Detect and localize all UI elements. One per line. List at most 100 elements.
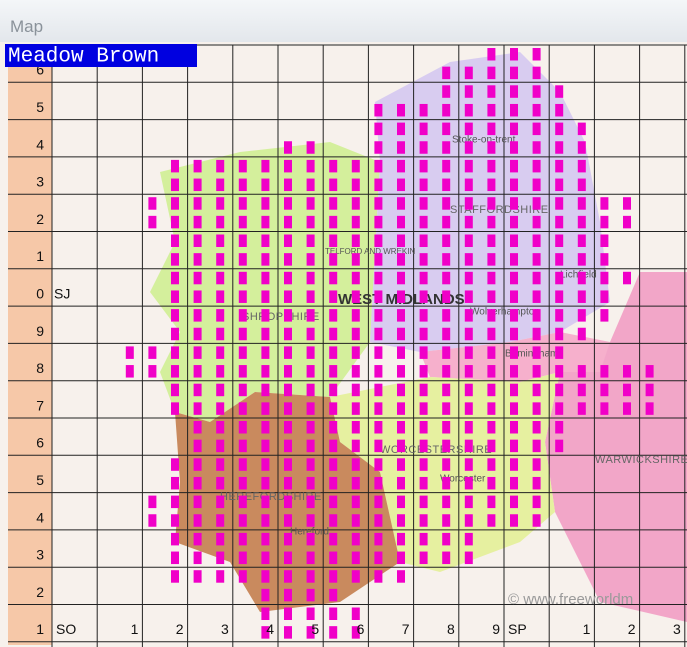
record-dot — [216, 215, 225, 229]
record-dot — [487, 290, 496, 303]
record-dot — [238, 439, 247, 453]
record-dot — [555, 290, 564, 303]
record-dot — [397, 402, 405, 415]
record-dot — [510, 402, 518, 415]
species-label: Meadow Brown — [8, 46, 159, 69]
record-dot — [193, 327, 202, 341]
record-dot — [487, 421, 496, 434]
record-dot — [645, 365, 654, 378]
record-dot — [442, 197, 451, 210]
record-dot — [329, 476, 338, 490]
record-dot — [261, 346, 270, 359]
record-dot — [487, 514, 496, 527]
record-dot — [284, 439, 292, 453]
record-dot — [555, 402, 564, 415]
record-dot — [442, 365, 451, 378]
record-dot — [532, 383, 541, 397]
record-dot — [532, 290, 541, 303]
record-dot — [487, 327, 496, 341]
record-dot — [510, 122, 518, 136]
record-dot — [306, 532, 315, 546]
record-dot — [532, 402, 541, 415]
record-dot — [238, 178, 247, 192]
record-dot — [555, 346, 564, 359]
record-dot — [306, 402, 315, 415]
record-dot — [487, 66, 496, 80]
record-dot — [374, 122, 383, 136]
record-dot — [261, 570, 270, 583]
record-dot — [374, 439, 383, 453]
record-dot — [623, 197, 631, 210]
record-dot — [216, 327, 225, 341]
record-dot — [442, 458, 451, 471]
record-dot — [600, 402, 609, 415]
record-dot — [510, 197, 518, 210]
record-dot — [284, 178, 292, 192]
record-dot — [555, 383, 564, 397]
record-dot — [510, 365, 518, 378]
row-label: 5 — [36, 99, 44, 115]
town-label: Birmingham — [505, 349, 558, 360]
record-dot — [261, 159, 270, 173]
record-dot — [306, 458, 315, 471]
record-dot — [351, 532, 360, 546]
record-dot — [600, 271, 609, 285]
record-dot — [306, 234, 315, 247]
record-dot — [238, 234, 247, 247]
record-dot — [397, 234, 405, 247]
record-dot — [510, 439, 518, 453]
record-dot — [284, 346, 292, 359]
record-dot — [442, 476, 451, 490]
record-dot — [487, 85, 496, 98]
record-dot — [374, 309, 383, 322]
record-dot — [238, 514, 247, 527]
record-dot — [374, 421, 383, 434]
record-dot — [351, 495, 360, 509]
record-dot — [577, 122, 586, 136]
column-label: 6 — [357, 621, 365, 637]
record-dot — [464, 122, 473, 136]
record-dot — [171, 402, 179, 415]
record-dot — [442, 103, 451, 117]
record-dot — [329, 309, 338, 322]
record-dot — [419, 159, 428, 173]
record-dot — [397, 383, 405, 397]
record-dot — [148, 495, 157, 509]
record-dot — [193, 551, 202, 565]
record-dot — [216, 383, 225, 397]
record-dot — [487, 365, 496, 378]
record-dot — [510, 48, 518, 61]
record-dot — [238, 253, 247, 266]
record-dot — [238, 570, 247, 583]
record-dot — [464, 439, 473, 453]
record-dot — [306, 290, 315, 303]
record-dot — [442, 346, 451, 359]
record-dot — [329, 197, 338, 210]
records — [125, 48, 654, 639]
row-label-strip — [8, 45, 52, 645]
record-dot — [645, 383, 654, 397]
record-dot — [216, 551, 225, 565]
record-dot — [148, 197, 157, 210]
column-label: 8 — [447, 621, 455, 637]
record-dot — [374, 141, 383, 154]
record-dot — [261, 197, 270, 210]
record-dot — [397, 514, 405, 527]
record-dot — [555, 103, 564, 117]
record-dot — [442, 421, 451, 434]
record-dot — [532, 215, 541, 229]
record-dot — [487, 476, 496, 490]
record-dot — [532, 365, 541, 378]
record-dot — [374, 383, 383, 397]
record-dot — [329, 626, 338, 639]
record-dot — [555, 197, 564, 210]
record-dot — [623, 271, 631, 285]
record-dot — [419, 514, 428, 527]
record-dot — [171, 458, 179, 471]
record-dot — [306, 159, 315, 173]
record-dot — [555, 178, 564, 192]
record-dot — [238, 159, 247, 173]
record-dot — [216, 421, 225, 434]
record-dot — [464, 327, 473, 341]
record-dot — [351, 178, 360, 192]
